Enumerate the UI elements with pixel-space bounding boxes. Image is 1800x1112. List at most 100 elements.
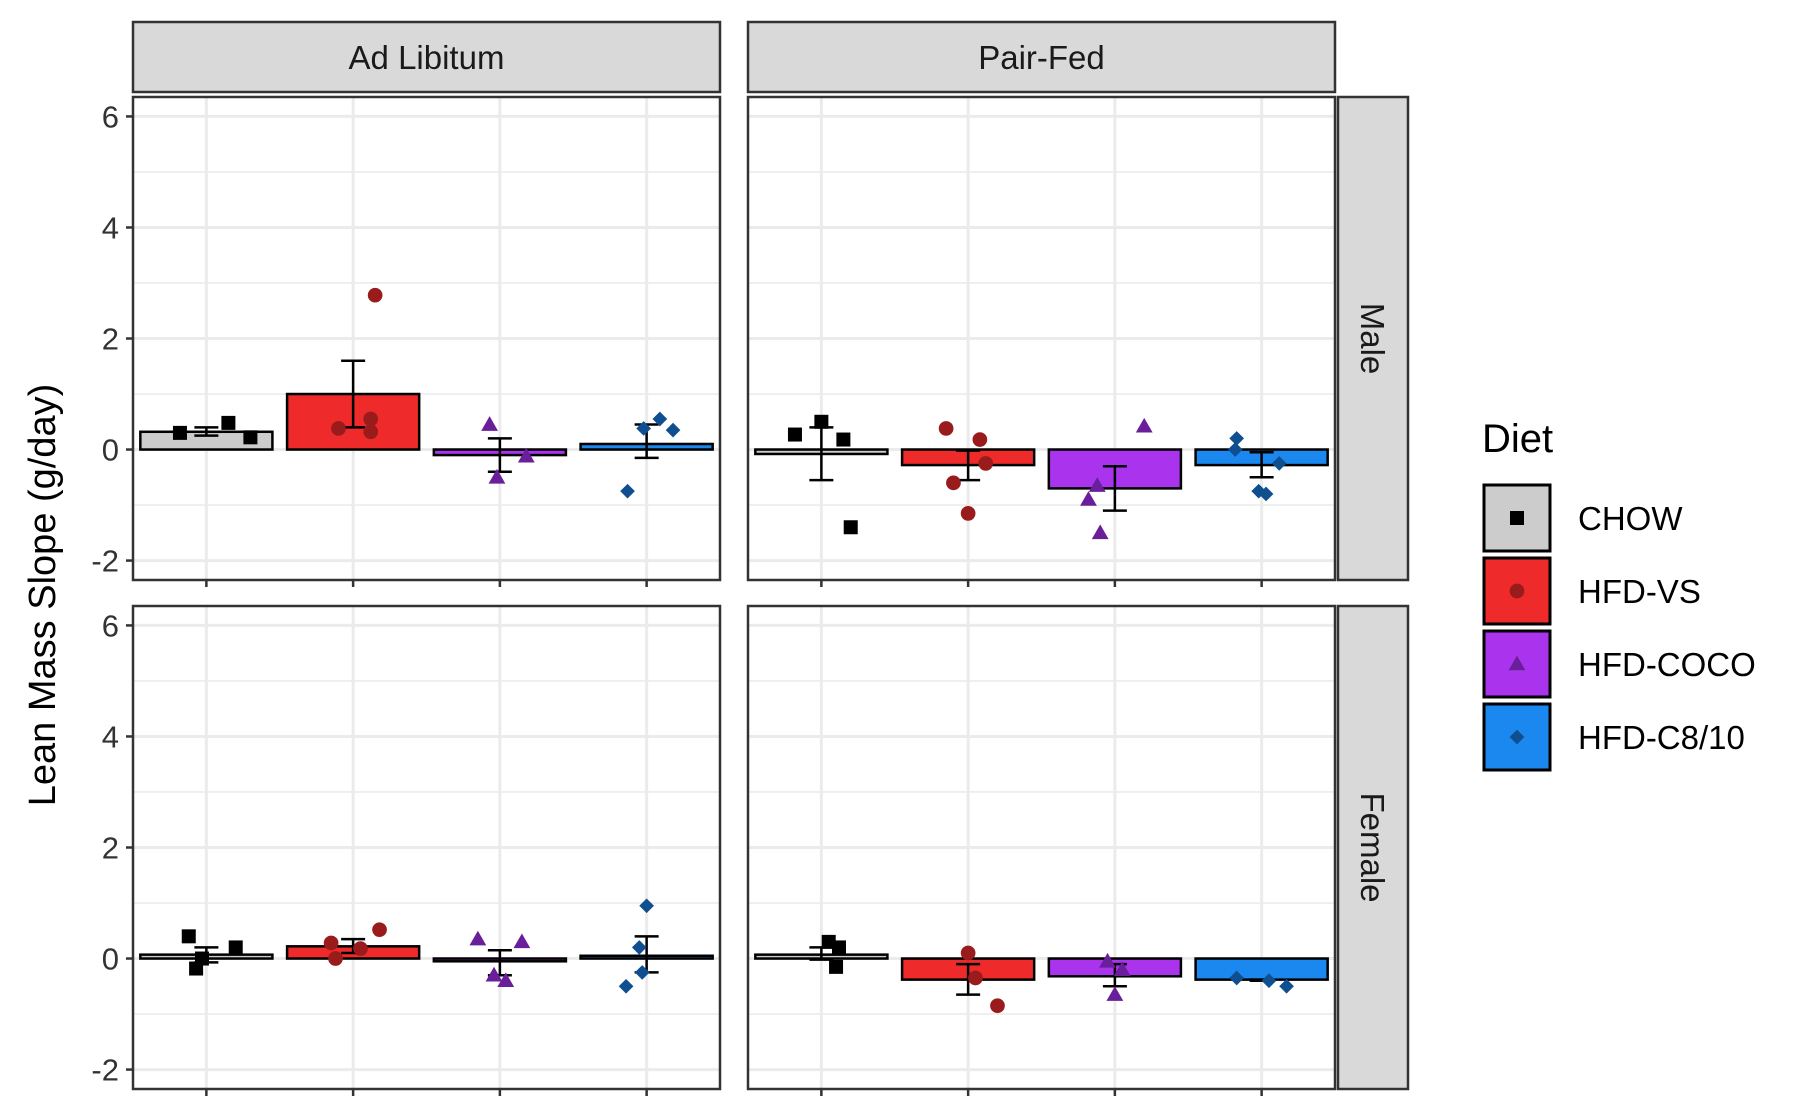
data-point [938, 421, 954, 436]
data-point [331, 421, 346, 436]
strip-background [746, 20, 1337, 94]
strip-label: Female [1354, 792, 1391, 902]
y-tick-label: 0 [102, 942, 119, 977]
data-point [221, 415, 236, 430]
data-point [631, 940, 647, 955]
data-point [1227, 442, 1243, 457]
bar-group-hfd-c8-10 [1194, 431, 1329, 502]
data-point [1261, 973, 1277, 989]
data-point [1229, 431, 1245, 446]
error-bar-hfd-c8-10 [1249, 451, 1274, 479]
bar-group-hfd-vs [285, 287, 421, 451]
legend-label: HFD-C8/10 [1578, 719, 1745, 756]
strip-background [1336, 604, 1410, 1091]
legend-marker [1509, 583, 1525, 599]
y-axis-female: -2 0 2 4 6 [91, 608, 133, 1088]
data-point [485, 966, 503, 982]
bar-group-chow [139, 929, 274, 976]
points-hfd-c8-10 [618, 898, 654, 994]
panel-border [746, 604, 1337, 1091]
points-chow [172, 415, 258, 445]
bar-group-hfd-c8-10 [579, 411, 714, 499]
data-point [843, 520, 858, 535]
points-hfd-coco [469, 930, 531, 988]
data-point [814, 414, 829, 429]
legend-entry-hfd-c8-10: HFD-C8/10 [1482, 702, 1745, 772]
points-hfd-coco [481, 416, 535, 484]
x-ticks [205, 1089, 648, 1096]
data-point [1088, 477, 1106, 492]
panel-male-ad-libitum [131, 95, 722, 587]
data-point [652, 411, 668, 427]
data-point [228, 940, 243, 955]
facet-strips: Ad Libitum Pair-Fed Male Female [131, 20, 1410, 1091]
data-point [194, 951, 209, 966]
x-ticks [205, 580, 648, 587]
legend-entry-hfd-vs: HFD-VS [1482, 556, 1701, 626]
data-point [634, 965, 650, 980]
strip-label: Male [1354, 303, 1391, 375]
bar-group-hfd-coco [432, 416, 568, 484]
y-tick-label: 4 [102, 719, 119, 754]
data-point [960, 506, 976, 521]
error-bar-hfd-coco [487, 437, 512, 473]
bar-group-hfd-coco [1047, 952, 1183, 1001]
data-point [831, 940, 846, 955]
data-point [787, 427, 802, 442]
legend-marker [1510, 511, 1524, 525]
legend-label: HFD-COCO [1578, 646, 1756, 683]
data-point [978, 456, 994, 471]
strip-male: Male [1336, 95, 1410, 582]
y-tick-label: 2 [102, 831, 119, 866]
panel-male-pair-fed [746, 95, 1337, 587]
y-tick-label: -2 [91, 1053, 119, 1088]
y-tick-label: 0 [102, 433, 119, 468]
y-tick-label: 2 [102, 322, 119, 357]
legend-label: CHOW [1578, 500, 1683, 537]
data-point [1229, 970, 1245, 986]
data-point [1279, 978, 1294, 994]
panel-female-pair-fed [746, 604, 1337, 1096]
bar-group-hfd-c8-10 [579, 898, 714, 994]
strip-background [131, 20, 722, 94]
legend-entry-hfd-coco: HFD-COCO [1482, 629, 1756, 699]
points-chow [787, 414, 858, 535]
bar-group-hfd-coco [432, 930, 568, 988]
error-bar-hfd-vs [956, 962, 981, 996]
data-point [243, 430, 258, 445]
data-point [328, 951, 343, 966]
bar-group-chow [754, 934, 889, 974]
strip-background [1336, 95, 1410, 582]
data-point [372, 922, 387, 938]
bar-hfd-c8-10 [1194, 957, 1329, 981]
data-point [181, 929, 196, 944]
points-hfd-c8-10 [620, 411, 681, 499]
x-ticks [820, 580, 1263, 587]
grid-lines [133, 97, 720, 580]
bar-group-hfd-coco [1047, 417, 1183, 540]
bar-group-hfd-vs [900, 945, 1036, 1014]
points-hfd-vs [960, 945, 1005, 1014]
bar-group-hfd-vs [285, 922, 421, 966]
points-chow [821, 934, 846, 974]
data-point [1106, 986, 1124, 1001]
legend-marker [1509, 729, 1525, 745]
legend-title: Diet [1482, 417, 1553, 461]
legend-label: HFD-VS [1578, 573, 1701, 610]
x-ticks [820, 1089, 1263, 1096]
panel-female-ad-libitum [131, 604, 722, 1096]
data-point [497, 972, 515, 988]
data-point [363, 411, 379, 427]
strip-label: Pair-Fed [978, 39, 1105, 76]
y-axis-title: Lean Mass Slope (g/day) [22, 384, 64, 806]
legend: Diet CHOW HFD-VS HFD-COCO HFD-C8/10 [1482, 417, 1756, 772]
data-point [488, 468, 506, 484]
data-point [1135, 417, 1153, 433]
bar-group-chow [139, 415, 274, 451]
data-point [513, 933, 531, 949]
data-point [990, 998, 1005, 1014]
data-point [972, 432, 988, 447]
y-tick-label: 4 [102, 210, 119, 245]
legend-marker [1508, 655, 1526, 671]
